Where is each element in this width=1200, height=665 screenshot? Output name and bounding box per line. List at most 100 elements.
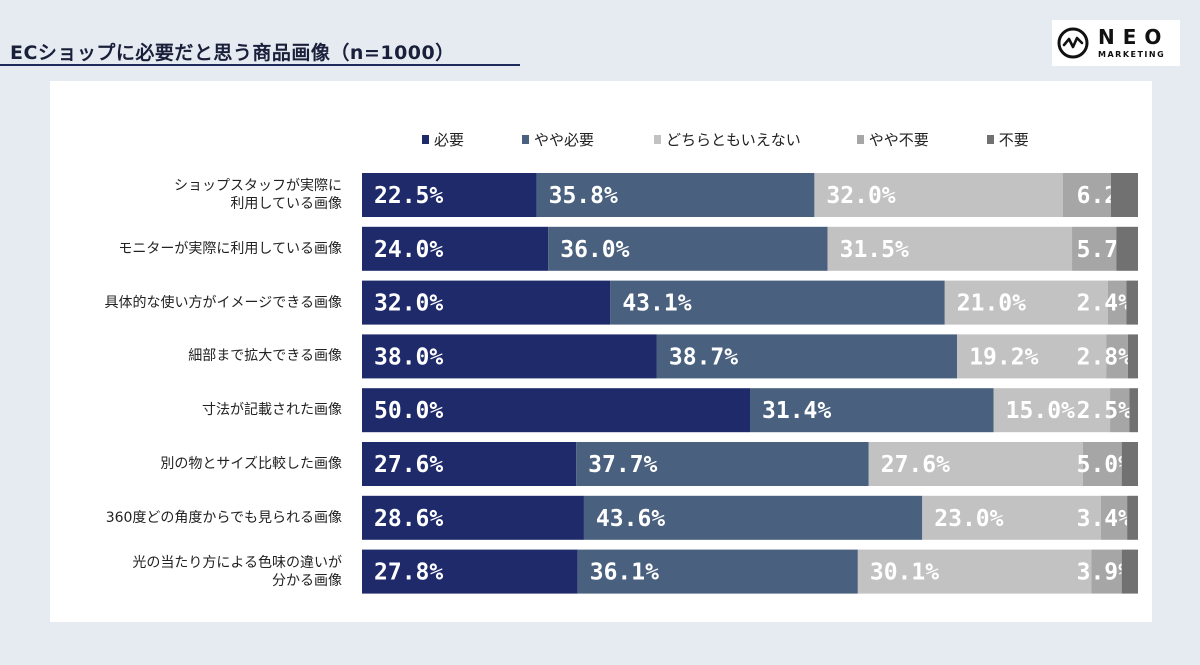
data-label: 32.0%: [374, 291, 443, 317]
data-label: 15.0%: [1006, 398, 1075, 424]
legend-label: やや不要: [868, 131, 929, 149]
data-label: 37.7%: [588, 452, 657, 478]
bar-segment: [362, 226, 549, 271]
bar-segment: [1110, 388, 1130, 433]
bar-segment: [1121, 549, 1138, 594]
data-label: 2.8%: [1077, 344, 1133, 370]
data-label: 30.1%: [870, 560, 939, 586]
data-label: 36.1%: [590, 560, 659, 586]
bar-segment: [1110, 173, 1138, 217]
logo-subtitle: MARKETING: [1098, 50, 1166, 59]
data-label: 43.1%: [622, 291, 691, 317]
bar-segment: [1100, 495, 1128, 540]
data-label: 38.0%: [374, 344, 443, 370]
bar-segment: [548, 226, 828, 271]
data-label: 2.4%: [1077, 291, 1133, 317]
title-underline: [0, 64, 520, 66]
bar-segment: [576, 442, 869, 486]
bar-segment: [1126, 280, 1138, 325]
legend-label: やや必要: [534, 131, 595, 149]
logo-mark-icon: [1057, 27, 1089, 59]
bar-segment: [610, 280, 945, 325]
bar-segment: [957, 334, 1107, 379]
bar-segment: [1082, 442, 1122, 486]
category-label: モニターが実際に利用している画像: [118, 240, 342, 257]
category-label: ショップスタッフが実際に 利用している画像: [174, 178, 342, 212]
bar-segment: [1072, 226, 1117, 271]
bar-segment: [827, 226, 1073, 271]
data-label: 3.4%: [1077, 506, 1133, 532]
data-label: 19.2%: [969, 344, 1038, 370]
bar-segment: [1127, 495, 1138, 540]
data-label: 31.4%: [762, 398, 831, 424]
bar-segment: [750, 388, 994, 433]
bar-segment: [656, 334, 958, 379]
data-label: 21.0%: [957, 291, 1026, 317]
bar-segment: [536, 173, 815, 217]
bar-segment: [814, 173, 1063, 217]
bar-segment: [1106, 334, 1128, 379]
bar-segment: [993, 388, 1111, 433]
legend-swatch: [986, 135, 994, 144]
legend-item-2: どちらともいえない: [654, 129, 801, 150]
bar-segment: [868, 442, 1083, 486]
category-label: 細部まで拡大できる画像: [188, 348, 342, 365]
legend-label: 不要: [998, 131, 1029, 149]
data-label: 27.6%: [881, 452, 950, 478]
data-label: 27.8%: [374, 560, 443, 586]
legend-label: 必要: [434, 131, 465, 149]
legend-item-4: 不要: [986, 129, 1029, 150]
bar-segment: [362, 280, 611, 325]
category-label: 360度どの角度からでも見られる画像: [105, 509, 342, 526]
bar-segment: [944, 280, 1108, 325]
bar-segment: [583, 495, 923, 540]
bar-segment: [577, 549, 858, 594]
bar-segment: [362, 549, 578, 594]
neo-marketing-logo: NEO MARKETING: [1052, 20, 1180, 66]
bar-segment: [1127, 334, 1138, 379]
legend-swatch: [522, 135, 530, 144]
data-label: 32.0%: [826, 183, 895, 209]
bar-segment: [857, 549, 1092, 594]
page-title: ECショップに必要だと思う商品画像（n=1000）: [10, 42, 455, 64]
category-label: 光の当たり方による色味の違いが 分かる画像: [132, 554, 342, 589]
legend-item-1: やや必要: [522, 129, 594, 150]
data-label: 35.8%: [549, 183, 618, 209]
bar-segment: [1091, 549, 1122, 594]
bar-segment: [362, 388, 750, 433]
bar-segment: [1116, 226, 1138, 271]
chart-panel: 必要 やや必要 どちらともいえない やや不要 不要 ショップスタッフが実際に 利用している…: [50, 81, 1152, 622]
bar-segment: [1129, 388, 1138, 433]
legend-item-3: やや不要: [856, 129, 929, 150]
data-label: 22.5%: [374, 183, 443, 209]
stacked-bar-chart: 22.5% 35.8% 32.0% 6.2%24.0% 36.0% 31.5% 5.7%32…: [362, 173, 1138, 594]
data-label: 2.5%: [1077, 398, 1133, 424]
bar-segment: [362, 173, 537, 217]
legend-swatch: [422, 135, 429, 144]
bar-segment: [922, 495, 1101, 540]
bar-segment: [1062, 173, 1111, 217]
legend-label: どちらともいえない: [666, 131, 801, 149]
data-label: 28.6%: [374, 506, 443, 532]
data-label: 36.0%: [560, 237, 629, 263]
data-label: 38.7%: [669, 344, 738, 370]
category-label: 寸法が記載された画像: [202, 402, 342, 419]
bar-segment: [362, 495, 584, 540]
legend-swatch: [654, 135, 662, 144]
bar-segment: [362, 334, 657, 379]
bar-segment: [1121, 442, 1138, 486]
data-label: 27.6%: [374, 452, 443, 478]
bar-segment: [362, 442, 577, 486]
data-label: 31.5%: [840, 237, 909, 263]
category-label: 別の物とサイズ比較した画像: [160, 456, 342, 472]
data-label: 50.0%: [374, 398, 443, 424]
legend-item-0: 必要: [422, 129, 464, 150]
logo-name: NEO: [1098, 25, 1170, 49]
data-label: 43.6%: [596, 506, 665, 532]
legend-swatch: [856, 135, 864, 144]
data-label: 24.0%: [374, 237, 443, 263]
category-label: 具体的な使い方がイメージできる画像: [104, 294, 342, 311]
data-label: 23.0%: [934, 506, 1003, 532]
chart-legend: 必要 やや必要 どちらともいえない やや不要 不要: [422, 129, 1029, 150]
bar-segment: [1107, 280, 1127, 325]
